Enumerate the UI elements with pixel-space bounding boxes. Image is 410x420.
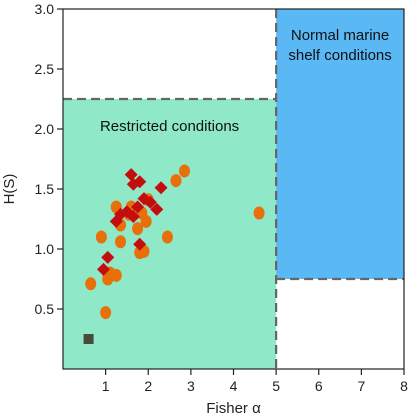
data-point-circle [253, 206, 265, 220]
y-axis-label: H(S) [1, 174, 18, 205]
x-tick-label: 6 [315, 378, 323, 394]
x-tick-label: 5 [272, 378, 280, 394]
region-label-restricted: Restricted conditions [100, 118, 239, 135]
points-layer [83, 164, 265, 344]
y-tick-label: 3.0 [35, 1, 55, 17]
data-point-diamond [150, 202, 164, 216]
x-tick-label: 1 [102, 378, 110, 394]
data-point-circle [140, 214, 152, 228]
data-point-diamond [101, 250, 115, 264]
axes-layer: 1 2 3 4 5 6 7 8 0.5 1.0 1.5 2.0 2.5 3.0 [35, 1, 409, 394]
data-point-circle [132, 222, 144, 236]
data-point-square [83, 334, 94, 344]
data-point-circle [100, 306, 112, 320]
data-point-diamond [126, 210, 140, 224]
y-tick-label: 0.5 [35, 301, 55, 317]
data-point-circle [178, 164, 190, 178]
x-tick-label: 4 [230, 378, 238, 394]
x-tick-label: 3 [187, 378, 195, 394]
data-point-circle [115, 235, 127, 249]
y-tick-label: 1.0 [35, 241, 55, 257]
data-point-diamond [133, 175, 147, 189]
regions-layer: Restricted conditions Normal marine shelf … [63, 9, 404, 369]
data-point-diamond [131, 200, 145, 214]
x-tick-label: 2 [144, 378, 152, 394]
data-point-circle [170, 174, 182, 188]
data-point-diamond [143, 195, 157, 209]
y-tick-label: 1.5 [35, 181, 55, 197]
x-tick-label: 7 [357, 378, 365, 394]
region-2-fill [276, 9, 404, 279]
region-label-normal-marine-line-2: shelf conditions [288, 47, 391, 64]
data-point-diamond [133, 237, 147, 251]
data-point-diamond [124, 168, 138, 182]
region-label-normal-marine-line-1: Normal marine [291, 27, 389, 44]
data-point-circle [95, 230, 107, 244]
data-point-diamond [96, 262, 110, 276]
y-tick-label: 2.0 [35, 121, 55, 137]
data-point-diamond [154, 181, 168, 195]
data-point-circle [85, 277, 97, 291]
data-point-circle [110, 268, 122, 282]
x-axis-label: Fisher α [206, 400, 261, 417]
y-tick-label: 2.5 [35, 61, 55, 77]
data-point-circle [161, 230, 173, 244]
x-tick-label: 8 [400, 378, 408, 394]
